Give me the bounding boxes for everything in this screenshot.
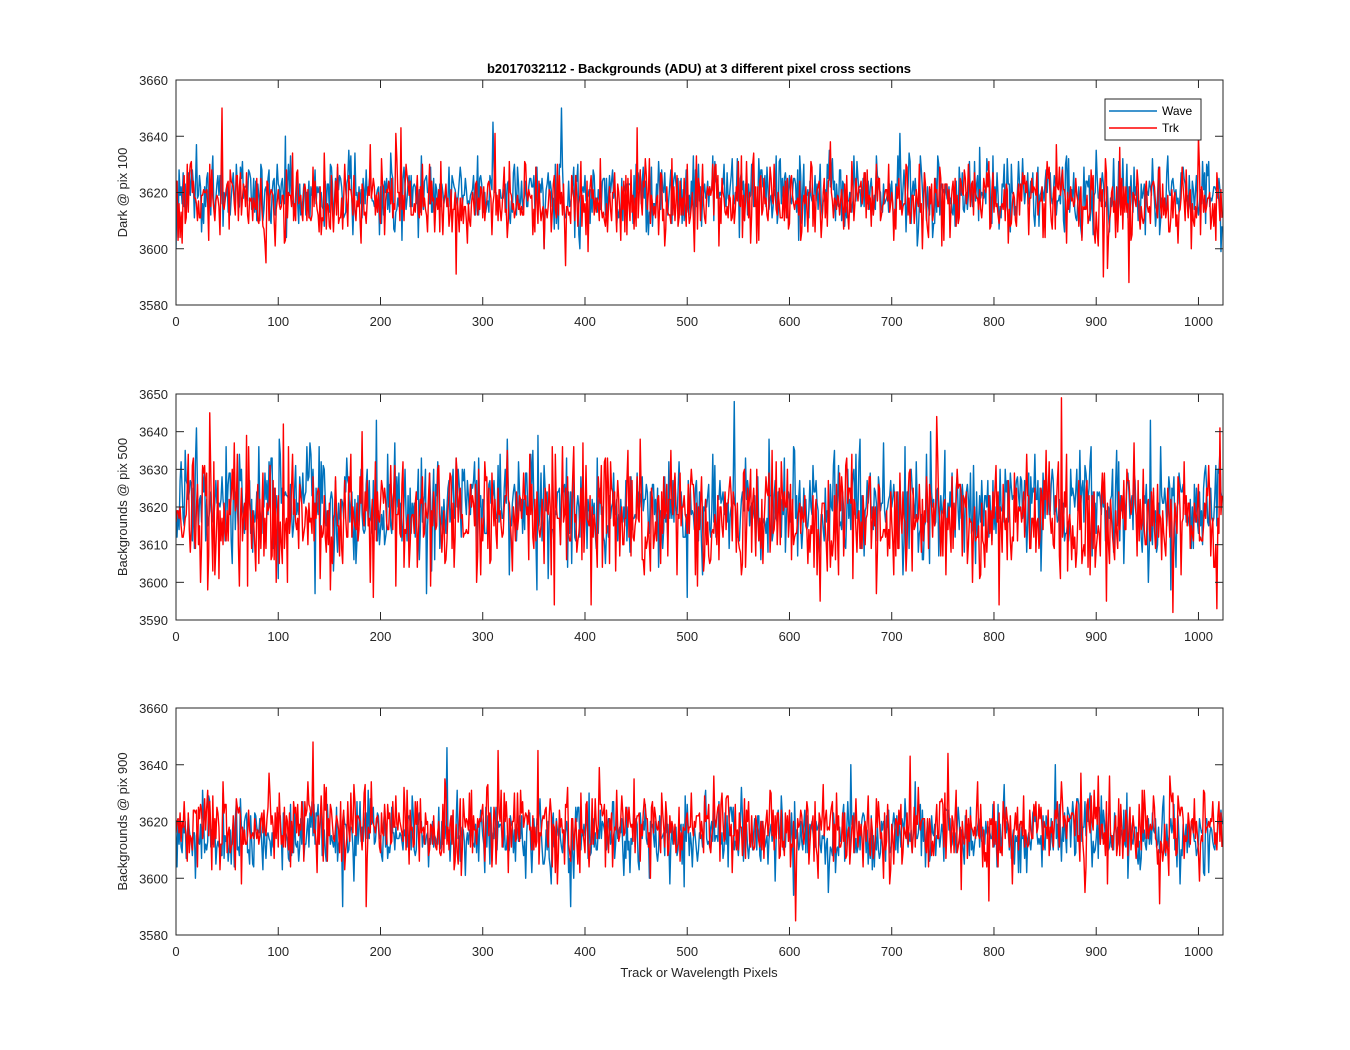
- x-tick-label: 900: [1085, 944, 1107, 959]
- x-tick-label: 1000: [1184, 629, 1213, 644]
- x-tick-label: 200: [370, 314, 392, 329]
- y-tick-label: 3620: [139, 186, 168, 201]
- x-tick-label: 1000: [1184, 314, 1213, 329]
- y-tick-label: 3650: [139, 387, 168, 402]
- x-tick-label: 100: [267, 629, 289, 644]
- y-tick-label: 3590: [139, 613, 168, 628]
- legend: Wave Trk: [1104, 98, 1202, 141]
- y-tick-label: 3620: [139, 815, 168, 830]
- y-tick-label: 3630: [139, 462, 168, 477]
- y-tick-label: 3620: [139, 500, 168, 515]
- x-tick-label: 500: [676, 944, 698, 959]
- x-tick-label: 300: [472, 944, 494, 959]
- legend-label-wave: Wave: [1162, 104, 1193, 118]
- x-tick-label: 400: [574, 314, 596, 329]
- x-tick-label: 300: [472, 314, 494, 329]
- x-tick-label: 800: [983, 629, 1005, 644]
- x-tick-label: 500: [676, 314, 698, 329]
- y-tick-label: 3580: [139, 928, 168, 943]
- x-tick-label: 900: [1085, 314, 1107, 329]
- y-tick-label: 3660: [139, 701, 168, 716]
- y-tick-label: 3600: [139, 242, 168, 257]
- x-tick-label: 100: [267, 314, 289, 329]
- figure-title: b2017032112 - Backgrounds (ADU) at 3 dif…: [487, 61, 911, 76]
- x-tick-label: 200: [370, 629, 392, 644]
- series-line-trk: [176, 397, 1223, 614]
- legend-label-trk: Trk: [1162, 121, 1180, 135]
- subplot-3: 0 100 200 300 400 500 600 700 800 900 1000 3580 3600…: [115, 701, 1224, 959]
- y-tick-label: 3580: [139, 298, 168, 313]
- y-tick-label: 3610: [139, 538, 168, 553]
- x-tick-label: 700: [881, 944, 903, 959]
- x-tick-label: 900: [1085, 629, 1107, 644]
- x-tick-label: 0: [172, 629, 179, 644]
- series-line-trk: [176, 741, 1223, 922]
- x-axis-label: Track or Wavelength Pixels: [620, 965, 778, 980]
- x-tick-label: 800: [983, 314, 1005, 329]
- series-line-trk: [176, 107, 1223, 284]
- y-axis-label: Backgrounds @ pix 900: [115, 752, 130, 890]
- x-tick-label: 600: [779, 944, 801, 959]
- x-tick-label: 700: [881, 314, 903, 329]
- x-tick-label: 500: [676, 629, 698, 644]
- y-tick-label: 3600: [139, 871, 168, 886]
- x-tick-label: 400: [574, 629, 596, 644]
- y-tick-label: 3600: [139, 575, 168, 590]
- x-tick-label: 1000: [1184, 944, 1213, 959]
- x-tick-label: 700: [881, 629, 903, 644]
- y-tick-label: 3640: [139, 425, 168, 440]
- x-tick-label: 600: [779, 629, 801, 644]
- subplots: 0 100 200 300 400 500 600 700 800 900 100035803600…: [115, 73, 1224, 959]
- y-axis-label: Backgrounds @ pix 500: [115, 438, 130, 576]
- x-tick-label: 200: [370, 944, 392, 959]
- subplot-2: 0 100 200 300 400 500 600 700 800 900 1000 3590 3600…: [115, 387, 1224, 644]
- x-tick-label: 100: [267, 944, 289, 959]
- x-tick-label: 0: [172, 944, 179, 959]
- subplot-1: 0 100 200 300 400 500 600 700 800 900 1000 3580 3600…: [115, 73, 1224, 329]
- x-tick-label: 0: [172, 314, 179, 329]
- x-tick-label: 600: [779, 314, 801, 329]
- legend-box: [1104, 98, 1202, 141]
- y-tick-label: 3640: [139, 129, 168, 144]
- x-tick-label: 800: [983, 944, 1005, 959]
- x-tick-label: 300: [472, 629, 494, 644]
- x-tick-label: 400: [574, 944, 596, 959]
- y-tick-label: 3660: [139, 73, 168, 88]
- y-tick-label: 3640: [139, 758, 168, 773]
- y-axis-label: Dark @ pix 100: [115, 148, 130, 238]
